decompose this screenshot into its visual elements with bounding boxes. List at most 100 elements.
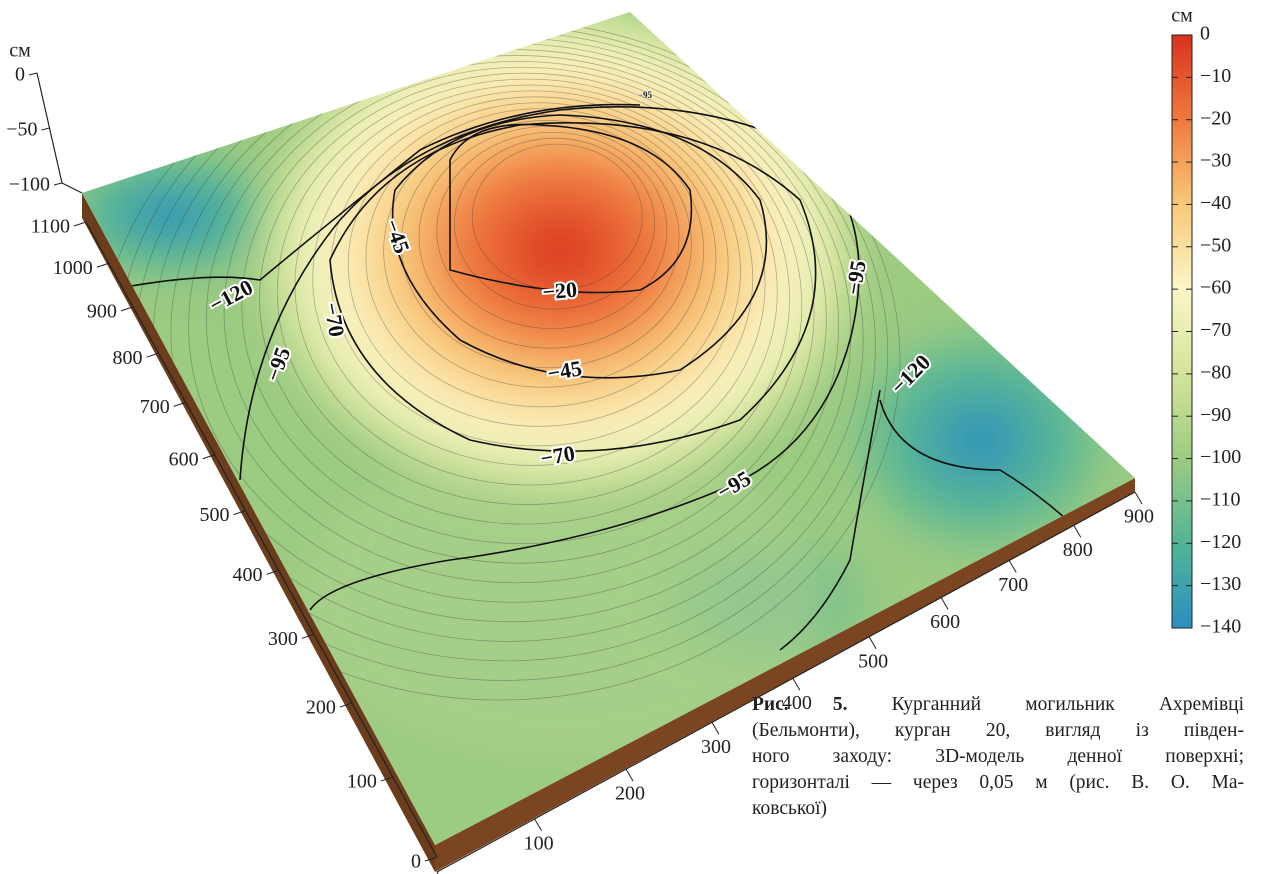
z-tick-label: 0 <box>15 64 25 86</box>
y-tick-label: 600 <box>169 448 199 470</box>
caption: Рис. 5. Курганний могильник Ахремівці (Бе… <box>752 692 1244 822</box>
y-tick-label: 300 <box>268 628 298 650</box>
y-tick-label: 1100 <box>31 216 70 238</box>
y-tick <box>233 510 246 516</box>
y-axis <box>85 221 438 858</box>
colorbar-tick-label: 0 <box>1200 23 1210 45</box>
contour <box>276 78 778 505</box>
x-tick-label: 300 <box>701 736 731 758</box>
side-front <box>435 478 1135 872</box>
colorbar-tick-label: −100 <box>1200 446 1241 468</box>
y-tick-label: 100 <box>347 771 377 793</box>
y-tick-label: 200 <box>306 697 336 719</box>
z-tick <box>41 127 50 131</box>
y-tick-label: 0 <box>411 851 421 873</box>
colorbar-tick-label: −140 <box>1200 616 1241 638</box>
x-axis <box>436 491 1136 873</box>
colorbar-tick-label: −120 <box>1200 531 1241 553</box>
x-tick <box>1008 560 1017 573</box>
x-tick <box>868 636 877 650</box>
x-tick <box>711 722 720 735</box>
caption-text: Курганний могильник Ахремівці <box>891 694 1245 715</box>
contour <box>471 143 643 290</box>
caption-text: ковської) <box>752 798 828 819</box>
contour <box>223 60 815 564</box>
y-tick-label: 700 <box>140 396 170 418</box>
z-axis-label: см <box>9 40 31 62</box>
x-tick <box>940 597 949 610</box>
y-tick <box>380 776 393 782</box>
colorbar-tick-label: −130 <box>1200 573 1241 595</box>
x-tick <box>625 768 634 782</box>
colorbar-tick-label: −40 <box>1200 192 1231 214</box>
colorbar-tick-label: −30 <box>1200 150 1231 172</box>
contour <box>383 114 705 388</box>
y-tick <box>73 221 87 227</box>
contour-label: −45 <box>545 355 583 386</box>
y-tick-label: 1000 <box>53 257 93 279</box>
caption-text: (Бельмонти), курган 20, вигляд із півден… <box>752 720 1244 741</box>
contour <box>205 55 827 584</box>
x-tick <box>534 818 543 832</box>
y-tick <box>146 352 159 358</box>
side-left <box>82 193 435 872</box>
caption-line: ковської) <box>752 796 1244 822</box>
contour <box>259 72 790 525</box>
x-tick-label: 800 <box>1063 539 1093 561</box>
y-tick <box>173 401 186 407</box>
x-tick-label: 600 <box>930 611 960 633</box>
z-tick-label: −50 <box>6 119 37 141</box>
x-tick-label: 900 <box>1124 506 1154 528</box>
colorbar-tick-label: −90 <box>1200 404 1231 426</box>
x-tick <box>1073 525 1082 538</box>
colorbar-tick-label: −20 <box>1200 107 1231 129</box>
y-tick <box>202 454 215 460</box>
y-tick <box>301 633 315 639</box>
caption-line: ного заходу: 3D-модель денної поверхні; <box>752 744 1244 770</box>
x-tick-label: 400 <box>782 692 812 714</box>
caption-line: Рис. 5. Курганний могильник Ахремівці <box>752 692 1244 718</box>
y-tick <box>96 262 109 268</box>
y-tick-label: 400 <box>233 564 263 586</box>
y-tick <box>120 306 134 312</box>
y-tick-label: 500 <box>200 504 230 526</box>
x-tick-label: 200 <box>615 783 645 805</box>
z-tick <box>28 72 38 76</box>
colorbar-label: см <box>1171 5 1193 27</box>
contour <box>418 125 680 349</box>
colorbar-tick-label: −60 <box>1200 277 1231 299</box>
x-tick-label: 500 <box>858 650 888 672</box>
x-tick-label: 100 <box>524 832 554 854</box>
colorbar-tick-label: −70 <box>1200 319 1231 341</box>
y-tick-label: 800 <box>113 347 143 369</box>
contour-label: −95 <box>840 258 871 296</box>
x-tick <box>1134 491 1143 505</box>
colorbar-tick-label: −10 <box>1200 65 1231 87</box>
contour <box>436 131 668 330</box>
caption-line: горизонталі — через 0,05 м (рис. В. О. М… <box>752 770 1244 796</box>
caption-text: горизонталі — через 0,05 м (рис. В. О. М… <box>752 772 1244 793</box>
caption-label: Рис. 5. <box>752 694 848 715</box>
contour <box>347 102 729 427</box>
colorbar-tick-label: −50 <box>1200 234 1231 256</box>
contour <box>454 137 655 310</box>
contour <box>241 66 803 545</box>
y-tick <box>424 856 438 862</box>
contour <box>365 108 717 408</box>
y-tick-label: 900 <box>87 300 117 322</box>
contour-label: −95 <box>638 90 653 100</box>
colorbar-tick-label: −110 <box>1200 489 1241 511</box>
x-tick <box>792 678 801 691</box>
contour <box>400 120 692 369</box>
x-tick-label: 700 <box>998 574 1028 596</box>
contour-label: −20 <box>541 277 578 305</box>
contour <box>312 90 754 466</box>
caption-text: ного заходу: 3D-модель денної поверхні; <box>752 746 1244 767</box>
y-tick <box>339 702 353 708</box>
z-tick <box>53 182 63 186</box>
colorbar-tick-label: −80 <box>1200 361 1231 383</box>
caption-line: (Бельмонти), курган 20, вигляд із півден… <box>752 718 1244 744</box>
